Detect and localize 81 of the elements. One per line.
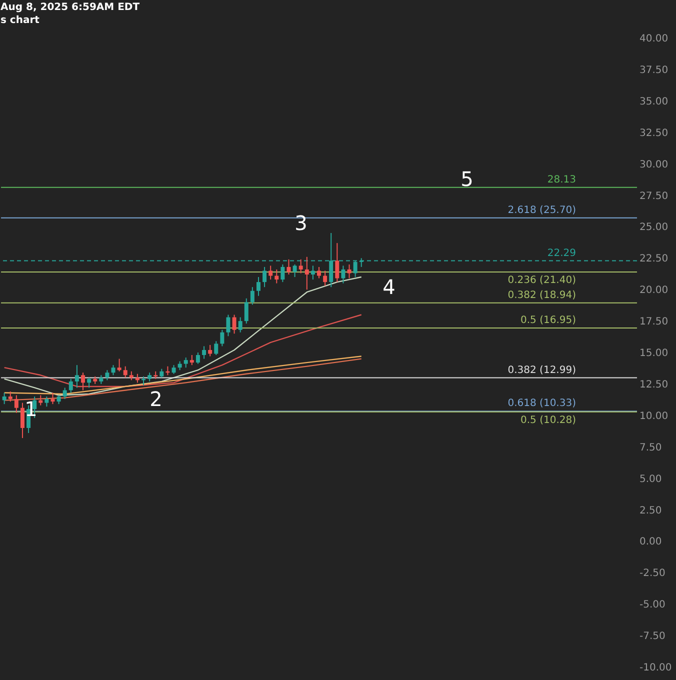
candlestick [256,276,260,296]
candlestick [111,364,116,376]
candlestick [286,258,291,276]
y-tick-label: 25.00 [640,222,668,234]
candlestick [220,329,224,347]
candlestick [310,265,315,280]
candlestick [274,268,279,284]
y-tick-label: -5.00 [640,600,666,611]
y-tick-label: 35.00 [640,96,668,108]
ref-line-label: 0.236 (21.40) [508,274,576,286]
y-tick-label: -2.50 [640,568,666,580]
candlestick [14,394,18,414]
candlestick [74,364,79,388]
candlestick [341,265,346,284]
candlestick [2,392,6,405]
annotation: 2 [150,387,162,411]
candlestick [196,352,200,364]
y-tick-label: 37.50 [640,64,668,76]
candlestick [44,396,49,408]
y-tick-label: 2.50 [640,505,662,516]
candlestick [50,392,55,405]
y-tick-label: -7.50 [640,631,666,642]
candlestick [280,264,285,283]
candlestick [335,242,340,283]
ref-line-label: 0.5 (16.95) [520,314,576,326]
ref-line-label: 2.618 (25.70) [508,204,576,216]
candlestick [62,387,67,400]
y-tick-label: 20.00 [640,285,668,296]
candlestick [105,370,110,381]
y-tick-label: 40.00 [640,34,668,44]
candlestick [38,394,43,406]
candlestick [232,314,236,334]
chart-title: Aug 8, 2025 6:59AM EDT [0,2,140,13]
candlestick [347,264,352,279]
y-tick-label: -10.00 [640,662,672,674]
ref-line-label: 22.29 [547,248,576,259]
ref-line-label: 0.382 (18.94) [508,290,576,301]
y-tick-label: 5.00 [640,474,662,485]
candlestick [87,377,92,388]
candlestick [250,286,254,306]
line-series [4,314,362,388]
candlestick [262,266,267,288]
candlestick [123,366,128,378]
candlestick [317,266,321,279]
candlestick [80,372,85,391]
candlestick [238,316,242,333]
candlestick [292,264,297,278]
candlestick [190,354,194,366]
ref-line-label: 28.13 [547,174,576,186]
y-tick-label: 22.50 [640,254,668,265]
annotation: 4 [382,275,396,299]
ref-line-label: 0.382 (12.99) [508,364,576,376]
annotation: 1 [24,397,38,421]
candlestick [68,378,73,394]
candlestick [184,357,188,368]
annotation: 3 [294,211,308,235]
y-tick-label: 0.00 [640,536,662,548]
y-tick-label: 17.50 [640,316,668,328]
ref-line-label: 0.618 (10.33) [508,398,576,410]
candlestick [298,258,303,274]
candlestick [8,391,12,402]
annotation: 5 [460,167,474,191]
candlestick [323,270,328,286]
chart-subtitle: s chart [0,15,40,26]
y-tick-label: 30.00 [640,159,668,170]
candlestick [20,402,24,439]
candlestick [226,314,230,337]
candlestick [268,265,273,280]
candlestick [244,298,248,324]
candlestick [214,340,218,356]
y-tick-label: 27.50 [640,190,668,202]
candlestick [202,346,206,360]
candlestick [208,344,212,357]
y-tick-label: 12.50 [640,379,668,390]
candlestick [304,256,309,290]
y-tick-label: 32.50 [640,128,668,139]
y-tick-label: 7.50 [640,442,662,454]
y-tick-label: 10.00 [640,410,668,422]
candlestick [117,358,122,372]
ref-line-label: 0.5 (10.28) [520,414,576,426]
y-tick-label: 15.00 [640,348,668,359]
